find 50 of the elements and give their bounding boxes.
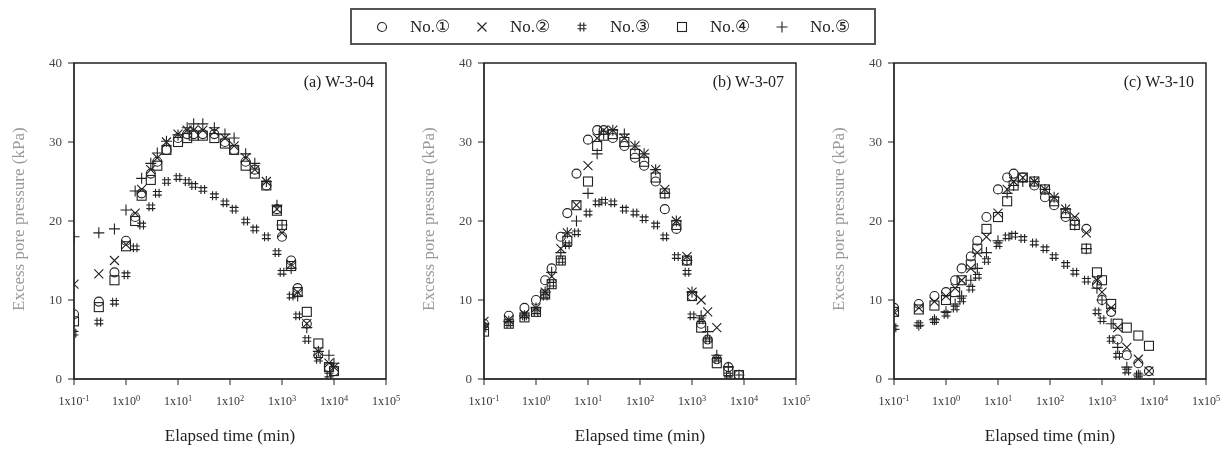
y-tick-label: 20 bbox=[49, 213, 62, 228]
x-tick-label: 1x10$^{2}$ bbox=[215, 393, 245, 408]
x-tick-label: 1x10$^{1}$ bbox=[163, 393, 193, 408]
y-tick-label: 10 bbox=[49, 292, 62, 307]
x-tick-label: 1x10$^{1}$ bbox=[573, 393, 603, 408]
y-tick-label: 30 bbox=[869, 134, 882, 149]
y-axis-title: Excess pore pressure (kPa) bbox=[9, 127, 29, 311]
y-tick-label: 30 bbox=[49, 134, 62, 149]
x-tick-label: 1x10$^{2}$ bbox=[1035, 393, 1065, 408]
x-tick-label: 1x10$^{5}$ bbox=[371, 393, 401, 408]
y-tick-label: 10 bbox=[459, 292, 472, 307]
x-tick-label: 1x10$^{3}$ bbox=[1087, 393, 1117, 408]
x-tick-label: 1x10$^{2}$ bbox=[625, 393, 655, 408]
legend-label: No.③ bbox=[609, 16, 651, 37]
y-tick-label: 40 bbox=[459, 55, 472, 70]
x-tick-label: 1x10$^{5}$ bbox=[781, 393, 811, 408]
x-tick-label: 1x10$^{1}$ bbox=[983, 393, 1013, 408]
legend-label: No.④ bbox=[710, 16, 751, 37]
x-tick-label: 1x10$^{4}$ bbox=[1139, 393, 1169, 408]
y-tick-label: 10 bbox=[869, 292, 882, 307]
x-tick-label: 1x10$^{4}$ bbox=[729, 393, 759, 408]
y-tick-label: 40 bbox=[49, 55, 62, 70]
y-tick-label: 30 bbox=[459, 134, 472, 149]
x-tick-label: 1x10$^{-1}$ bbox=[878, 393, 910, 408]
legend-label: No.① bbox=[409, 16, 450, 37]
text: (c) W-3-10 bbox=[1123, 73, 1194, 91]
y-tick-label: 0 bbox=[465, 371, 472, 386]
y-axis-title: Excess pore pressure (kPa) bbox=[829, 127, 849, 311]
x-tick-label: 1x10$^{3}$ bbox=[677, 393, 707, 408]
y-tick-label: 20 bbox=[459, 213, 472, 228]
y-axis-title: Excess pore pressure (kPa) bbox=[419, 127, 439, 311]
y-tick-label: 0 bbox=[55, 371, 62, 386]
legend-label: No.② bbox=[509, 16, 550, 37]
text: (b) W-3-07 bbox=[712, 73, 784, 91]
x-tick-label: 1x10$^{5}$ bbox=[1191, 393, 1221, 408]
y-tick-label: 0 bbox=[875, 371, 882, 386]
x-tick-label: 1x10$^{-1}$ bbox=[468, 393, 500, 408]
x-tick-label: 1x10$^{0}$ bbox=[521, 393, 551, 408]
x-tick-label: 1x10$^{4}$ bbox=[319, 393, 349, 408]
x-axis-title: Elapsed time (min) bbox=[984, 426, 1116, 445]
x-axis-title: Elapsed time (min) bbox=[574, 426, 706, 445]
x-tick-label: 1x10$^{-1}$ bbox=[58, 393, 90, 408]
x-tick-label: 1x10$^{3}$ bbox=[267, 393, 297, 408]
x-axis-title: Elapsed time (min) bbox=[164, 426, 296, 445]
y-tick-label: 40 bbox=[869, 55, 882, 70]
legend-label: No.⑤ bbox=[810, 16, 851, 37]
text: (a) W-3-04 bbox=[303, 73, 374, 91]
x-tick-label: 1x10$^{0}$ bbox=[931, 393, 961, 408]
x-tick-label: 1x10$^{0}$ bbox=[111, 393, 141, 408]
y-tick-label: 20 bbox=[869, 213, 882, 228]
